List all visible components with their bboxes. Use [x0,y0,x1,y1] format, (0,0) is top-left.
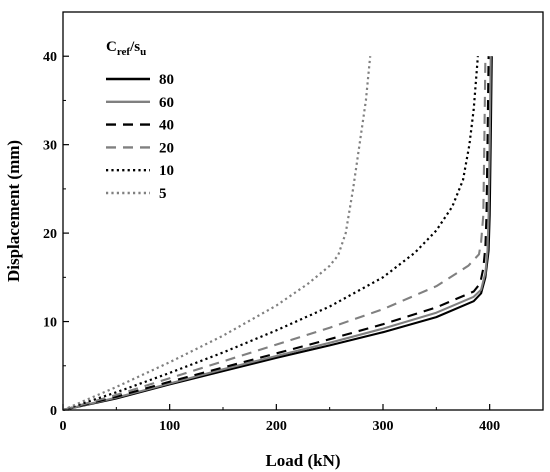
legend-label-60: 60 [159,95,174,111]
legend-label-40: 40 [159,118,174,134]
x-axis-label: Load (kN) [265,451,340,470]
legend-label-10: 10 [159,163,174,179]
plot-area [62,11,544,411]
y-tick-label: 40 [43,50,57,65]
y-axis-label: Displacement (mm) [4,140,23,282]
legend-label-20: 20 [159,140,174,156]
series-line-40 [62,56,490,412]
series-layer [62,56,493,412]
x-tick-label: 300 [373,419,394,434]
y-tick-label: 30 [43,139,57,154]
y-tick-label: 20 [43,227,57,242]
legend-title: Cref/su [106,39,146,58]
axes-layer: 0 100 200 300 400 0 10 20 30 40 [43,50,500,434]
series-line-80 [62,56,493,412]
series-line-10 [62,56,479,412]
x-tick-label: 0 [60,419,67,434]
legend: Cref/su 80 60 40 20 10 5 [106,39,174,202]
legend-label-80: 80 [159,72,174,88]
y-tick-label: 10 [43,316,57,331]
series-line-5 [62,56,372,412]
y-tick-label: 0 [50,404,57,419]
series-line-20 [62,56,487,412]
plot-frame [62,11,544,411]
x-tick-label: 400 [479,419,500,434]
x-tick-label: 200 [266,419,287,434]
legend-label-5: 5 [159,186,167,202]
x-tick-label: 100 [159,419,180,434]
series-line-60 [62,56,492,412]
